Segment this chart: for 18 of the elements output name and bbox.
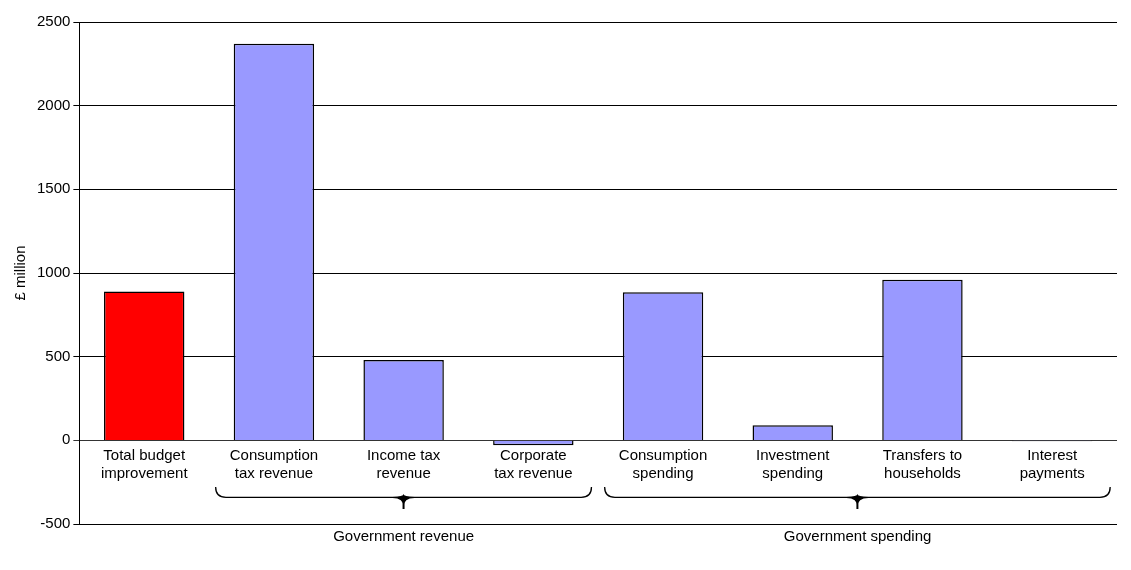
x-tick-label: Total budget improvement: [100, 445, 189, 481]
y-tick-label: 2000: [36, 95, 71, 113]
y-axis-title: £ million: [11, 245, 29, 301]
x-tick-label: Corporate tax revenue: [494, 445, 573, 481]
x-tick-label: Consumption tax revenue: [229, 445, 319, 481]
x-tick-label: Transfers to households: [882, 445, 963, 481]
y-tick-label: 1000: [36, 263, 71, 281]
y-tick-label: 2500: [36, 12, 71, 30]
text: Government spending: [782, 527, 933, 544]
y-tick-label: -500: [40, 514, 71, 532]
x-tick-label: Investment spending: [756, 445, 831, 481]
y-tick-label: 1500: [36, 179, 71, 197]
x-tick-label: Income tax revenue: [366, 445, 441, 481]
text: Government revenue: [332, 527, 476, 544]
x-tick-label: Interest payments: [1019, 445, 1085, 481]
y-tick-label: 0: [62, 430, 71, 448]
x-tick-label: Consumption spending: [618, 445, 708, 481]
y-tick-label: 500: [45, 346, 71, 364]
